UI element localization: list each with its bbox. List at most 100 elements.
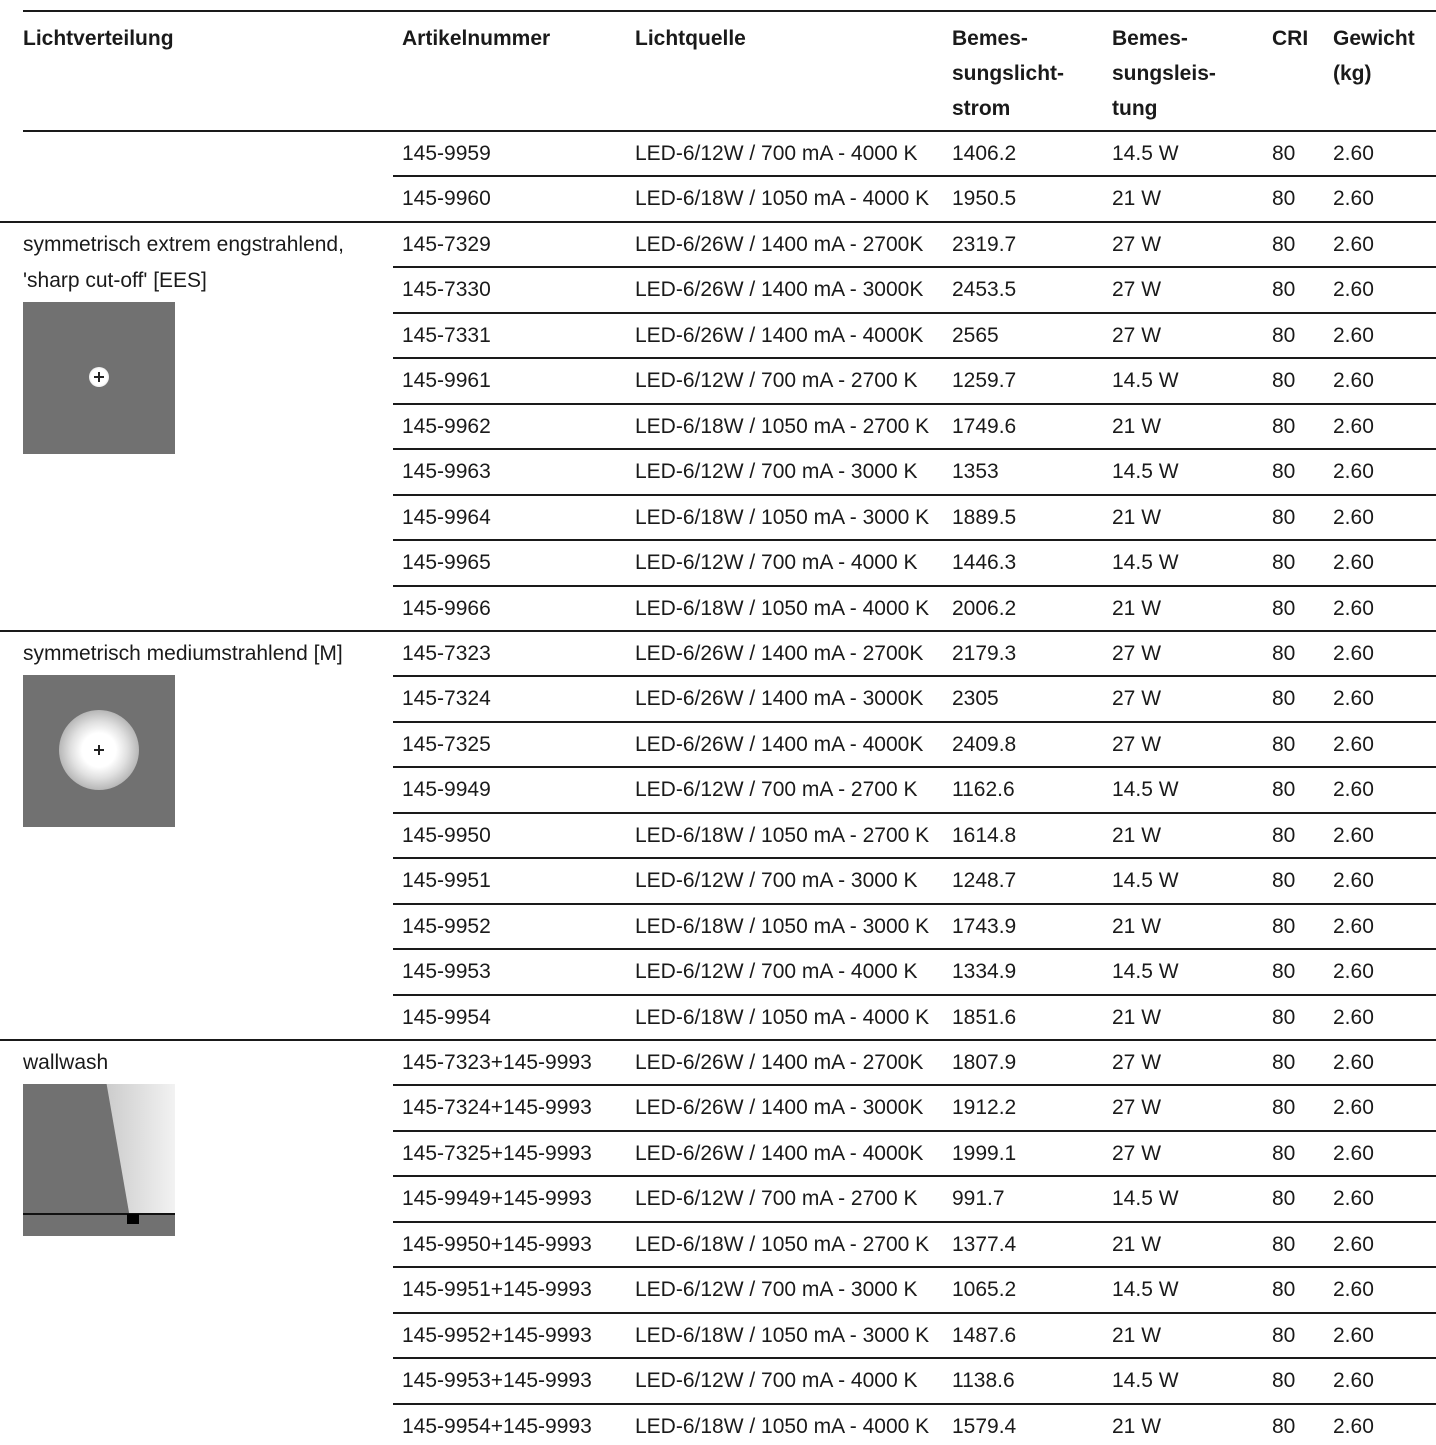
leistung-cell: 21 W	[1112, 1323, 1162, 1347]
artikelnummer-cell: 145-9950+145-9993	[402, 1232, 592, 1256]
row-divider	[393, 266, 1436, 269]
row-divider	[393, 493, 1436, 496]
lichtstrom-cell: 1851.6	[952, 1005, 1017, 1029]
gewicht-cell: 2.60	[1333, 232, 1374, 256]
artikelnummer-cell: 145-9965	[402, 551, 491, 575]
header-gewicht-line: (kg)	[1333, 62, 1372, 85]
gewicht-cell: 2.60	[1333, 732, 1374, 756]
lichtquelle-cell: LED-6/26W / 1400 mA - 4000K	[635, 732, 924, 756]
cri-cell: 80	[1272, 596, 1296, 620]
cri-cell: 80	[1272, 323, 1296, 347]
cri-cell: 80	[1272, 823, 1296, 847]
artikelnummer-cell: 145-9952+145-9993	[402, 1323, 592, 1347]
lichtstrom-cell: 1446.3	[952, 551, 1017, 575]
artikelnummer-cell: 145-7329	[402, 232, 491, 256]
lichtstrom-cell: 1353	[952, 460, 999, 484]
lichtstrom-cell: 1377.4	[952, 1232, 1017, 1256]
lichtquelle-cell: LED-6/12W / 700 mA - 2700 K	[635, 1187, 918, 1211]
lichtstrom-cell: 1259.7	[952, 369, 1017, 393]
gewicht-cell: 2.60	[1333, 869, 1374, 893]
cri-cell: 80	[1272, 1141, 1296, 1165]
header-cri: CRI	[1272, 27, 1309, 50]
artikelnummer-cell: 145-9951	[402, 869, 491, 893]
group-label: symmetrisch mediumstrahlend [M]	[23, 641, 343, 665]
row-divider	[393, 584, 1436, 587]
cri-cell: 80	[1272, 641, 1296, 665]
lichtquelle-cell: LED-6/18W / 1050 mA - 4000 K	[635, 1414, 930, 1438]
artikelnummer-cell: 145-9953+145-9993	[402, 1369, 592, 1393]
lichtquelle-cell: LED-6/26W / 1400 mA - 2700K	[635, 641, 924, 665]
leistung-cell: 14.5 W	[1112, 1187, 1179, 1211]
row-divider	[393, 1311, 1436, 1314]
artikelnummer-cell: 145-9959	[402, 142, 491, 165]
lichtstrom-cell: 1579.4	[952, 1414, 1017, 1438]
leistung-cell: 14.5 W	[1112, 869, 1179, 893]
cri-cell: 80	[1272, 1096, 1296, 1120]
row-divider	[393, 1084, 1436, 1087]
lichtquelle-cell: LED-6/18W / 1050 mA - 2700 K	[635, 823, 930, 847]
leistung-cell: 14.5 W	[1112, 1369, 1179, 1393]
gewicht-cell: 2.60	[1333, 323, 1374, 347]
lichtquelle-cell: LED-6/18W / 1050 mA - 4000 K	[635, 1005, 930, 1029]
cri-cell: 80	[1272, 960, 1296, 984]
cri-cell: 80	[1272, 278, 1296, 302]
leistung-cell: 14.5 W	[1112, 369, 1179, 393]
lichtquelle-cell: LED-6/12W / 700 mA - 3000 K	[635, 869, 918, 893]
leistung-cell: 27 W	[1112, 1096, 1162, 1120]
leistung-cell: 21 W	[1112, 1232, 1162, 1256]
row-divider	[393, 902, 1436, 905]
leistung-cell: 27 W	[1112, 732, 1162, 756]
header-leistung-line: sungsleis-	[1112, 62, 1216, 85]
lichtstrom-cell: 1138.6	[952, 1369, 1015, 1393]
gewicht-cell: 2.60	[1333, 1232, 1374, 1256]
lichtquelle-cell: LED-6/12W / 700 mA - 4000 K	[635, 1369, 918, 1393]
gewicht-cell: 2.60	[1333, 505, 1374, 529]
artikelnummer-cell: 145-9952	[402, 914, 491, 938]
leistung-cell: 21 W	[1112, 505, 1162, 529]
artikelnummer-cell: 145-9966	[402, 596, 491, 620]
lichtquelle-cell: LED-6/12W / 700 mA - 4000 K	[635, 960, 918, 984]
lichtstrom-cell: 2409.8	[952, 732, 1017, 756]
header-gewicht: Gewicht (kg)	[1333, 21, 1415, 91]
lichtquelle-cell: LED-6/18W / 1050 mA - 3000 K	[635, 914, 930, 938]
artikelnummer-cell: 145-9960	[402, 187, 491, 211]
cri-cell: 80	[1272, 1414, 1296, 1438]
gewicht-cell: 2.60	[1333, 960, 1374, 984]
lichtstrom-cell: 1065.2	[952, 1278, 1017, 1302]
lichtstrom-cell: 2006.2	[952, 596, 1017, 620]
leistung-cell: 21 W	[1112, 414, 1162, 438]
leistung-cell: 14.5 W	[1112, 460, 1179, 484]
header-leistung: Bemes- sungsleis- tung	[1112, 21, 1216, 126]
leistung-cell: 21 W	[1112, 1414, 1162, 1438]
gewicht-cell: 2.60	[1333, 551, 1374, 575]
header-lichtverteilung: Lichtverteilung	[23, 27, 174, 50]
group-separator	[0, 220, 1436, 223]
lichtquelle-cell: LED-6/26W / 1400 mA - 2700K	[635, 232, 924, 256]
leistung-cell: 14.5 W	[1112, 778, 1179, 802]
artikelnummer-cell: 145-9961	[402, 369, 491, 393]
group-label: wallwash	[23, 1051, 109, 1074]
cri-cell: 80	[1272, 1232, 1296, 1256]
cri-cell: 80	[1272, 232, 1296, 256]
wallwash-light-distribution-icon	[23, 1084, 175, 1236]
gewicht-cell: 2.60	[1333, 278, 1374, 302]
artikelnummer-cell: 145-9949+145-9993	[402, 1187, 592, 1211]
lichtquelle-cell: LED-6/12W / 700 mA - 3000 K	[635, 460, 918, 484]
gewicht-cell: 2.60	[1333, 369, 1374, 393]
lichtstrom-cell: 2319.7	[952, 232, 1017, 256]
lichtquelle-cell: LED-6/12W / 700 mA - 2700 K	[635, 778, 918, 802]
leistung-cell: 14.5 W	[1112, 551, 1179, 575]
lichtquelle-cell: LED-6/26W / 1400 mA - 4000K	[635, 323, 924, 347]
row-divider	[393, 1357, 1436, 1360]
group-separator	[0, 629, 1436, 632]
row-divider	[393, 811, 1436, 814]
artikelnummer-cell: 145-9962	[402, 414, 491, 438]
header-artikelnummer: Artikelnummer	[402, 27, 551, 50]
lichtstrom-cell: 1614.8	[952, 823, 1017, 847]
gewicht-cell: 2.60	[1333, 1323, 1374, 1347]
lichtquelle-cell: LED-6/26W / 1400 mA - 2700K	[635, 1051, 924, 1074]
group-label: symmetrisch extrem engstrahlend, 'sharp …	[23, 232, 344, 292]
row-divider	[393, 675, 1436, 678]
artikelnummer-cell: 145-7323+145-9993	[402, 1051, 592, 1074]
gewicht-cell: 2.60	[1333, 414, 1374, 438]
